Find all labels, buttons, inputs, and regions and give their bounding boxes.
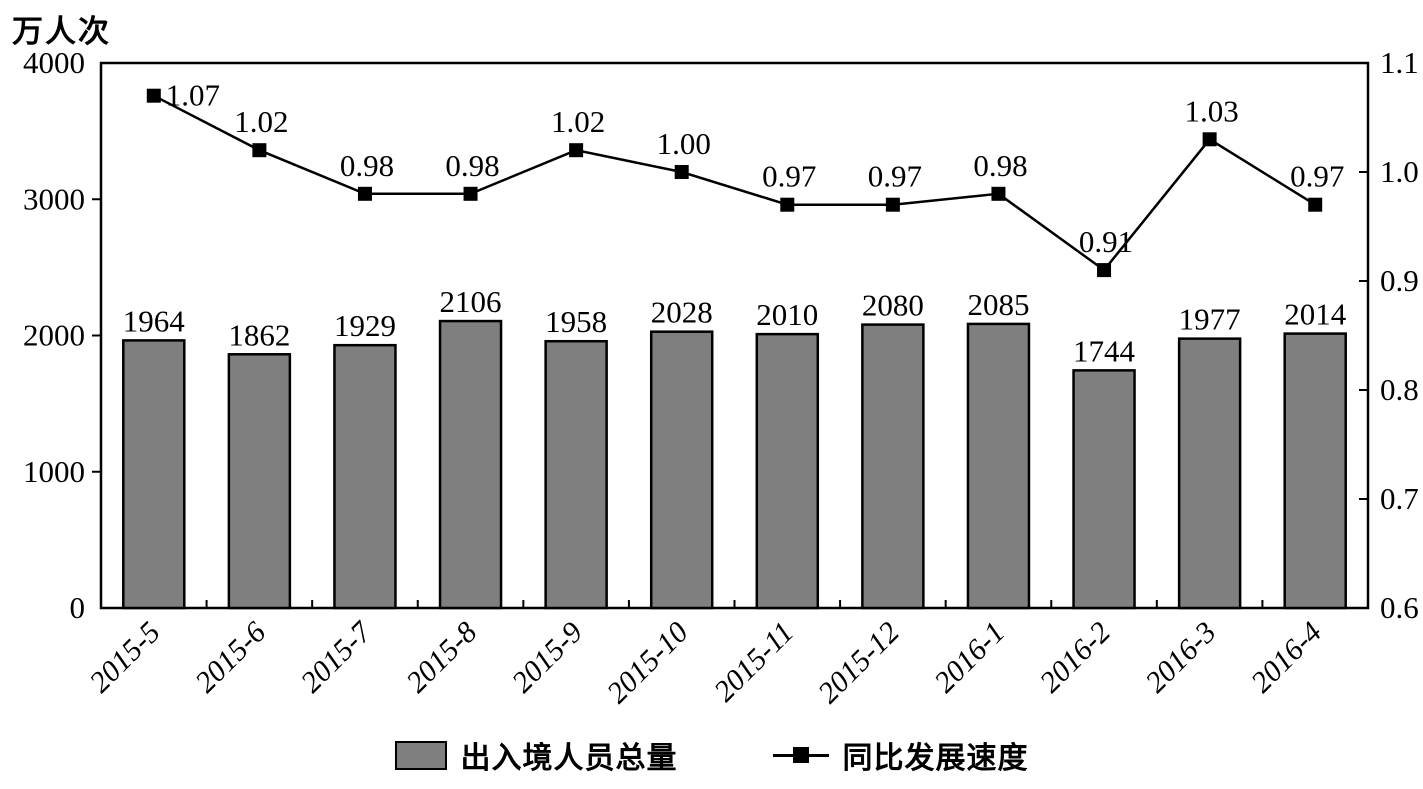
bar-value-label: 1862 (228, 317, 290, 352)
line-point-marker (569, 143, 584, 158)
bar (861, 323, 925, 610)
x-axis-category-label: 2015-7 (294, 614, 379, 699)
bar-value-label: 1744 (1073, 333, 1136, 368)
right-axis-tick-label: 0.9 (1380, 263, 1419, 298)
bar (544, 339, 608, 610)
line-value-label: 1.02 (234, 104, 288, 139)
line-series-swatch-icon (772, 747, 829, 763)
line-point-marker (780, 197, 795, 212)
bar (333, 343, 397, 610)
line-point-marker (1202, 132, 1217, 147)
bar-value-label: 2014 (1284, 297, 1347, 332)
bar-value-label: 2106 (440, 284, 502, 319)
line-value-label: 1.00 (657, 126, 711, 161)
line-value-label: 0.97 (868, 159, 922, 194)
left-axis-tick-label: 3000 (23, 181, 85, 216)
right-axis-tick-label: 0.6 (1380, 590, 1419, 625)
x-axis-category-label: 2016-3 (1139, 616, 1222, 699)
line-point-marker (1308, 197, 1323, 212)
x-axis-category-label: 2015-10 (601, 616, 695, 710)
line-point-marker (991, 186, 1006, 201)
left-axis-unit-label: 万人次 (12, 14, 111, 50)
x-axis-category-label: 2015-9 (506, 616, 589, 699)
bar (966, 322, 1031, 610)
line-value-label: 0.97 (1290, 159, 1344, 194)
line-value-label: 1.03 (1185, 93, 1239, 128)
x-axis-category-label: 2015-12 (812, 616, 906, 710)
legend-item-line-series: 同比发展速度 (772, 733, 1029, 777)
line-point-marker (357, 186, 372, 201)
bar (1283, 332, 1347, 610)
line-point-marker (146, 88, 161, 103)
bar-value-label: 1977 (1179, 302, 1241, 337)
x-axis-category-label: 2015-11 (708, 616, 800, 708)
bar-value-label: 2080 (862, 288, 924, 323)
line-value-label: 0.98 (445, 148, 499, 183)
line-point-marker (885, 197, 900, 212)
legend-label-bar-series: 出入境人员总量 (460, 741, 678, 776)
line-series (153, 94, 1316, 272)
right-axis-tick-label: 0.8 (1380, 372, 1419, 407)
line-point-marker (463, 186, 478, 201)
right-axis-tick-label: 1.0 (1380, 154, 1419, 189)
bar-value-label: 1929 (334, 308, 396, 343)
line-value-label: 1.02 (551, 104, 605, 139)
bar (227, 353, 292, 610)
bar (1177, 337, 1242, 610)
legend: 出入境人员总量 同比发展速度 (0, 733, 1423, 777)
left-axis-tick-label: 1000 (23, 454, 85, 489)
x-axis-category-label: 2015-6 (189, 616, 272, 699)
bar-value-label: 1964 (123, 303, 186, 338)
line-value-label: 0.98 (340, 148, 394, 183)
line-value-label: 0.97 (762, 159, 816, 194)
bar (1072, 369, 1136, 610)
chart-svg: 0 1000 2000 3000 4000 0.6 0.7 0.8 0.9 1.0 1.1 1964 1… (23, 45, 1419, 710)
line-point-marker (252, 143, 267, 158)
legend-item-bar-series: 出入境人员总量 (394, 733, 678, 777)
bar-value-label: 2028 (651, 295, 713, 330)
right-axis-tick-label: 1.1 (1380, 45, 1419, 80)
bar (649, 330, 714, 610)
x-axis-category-label: 2015-5 (83, 616, 166, 699)
x-axis-category-label: 2016-2 (1034, 616, 1117, 699)
line-value-label: 0.91 (1079, 224, 1133, 259)
left-axis-tick-label: 4000 (23, 45, 85, 80)
bar (438, 319, 503, 610)
bar-value-label: 2085 (967, 287, 1029, 322)
bar-value-label: 1958 (545, 304, 607, 339)
bar (755, 332, 820, 610)
line-point-marker (1097, 263, 1112, 278)
right-axis-tick-label: 0.7 (1380, 481, 1419, 516)
line-swatch-square-marker (792, 747, 809, 763)
x-axis-category-label: 2016-1 (928, 616, 1011, 699)
x-axis-category-label: 2016-4 (1245, 616, 1328, 699)
bar-value-label: 2010 (756, 297, 818, 332)
legend-label-line-series: 同比发展速度 (842, 741, 1029, 776)
line-point-marker (674, 165, 689, 179)
left-axis-tick-label: 2000 (23, 318, 85, 353)
left-axis-tick-label: 0 (70, 590, 86, 625)
line-value-label: 1.07 (166, 78, 220, 113)
bar (122, 339, 186, 610)
line-value-label: 0.98 (973, 148, 1027, 183)
x-axis-category-label: 2015-8 (400, 616, 483, 699)
bar-series-swatch-icon (394, 740, 447, 770)
